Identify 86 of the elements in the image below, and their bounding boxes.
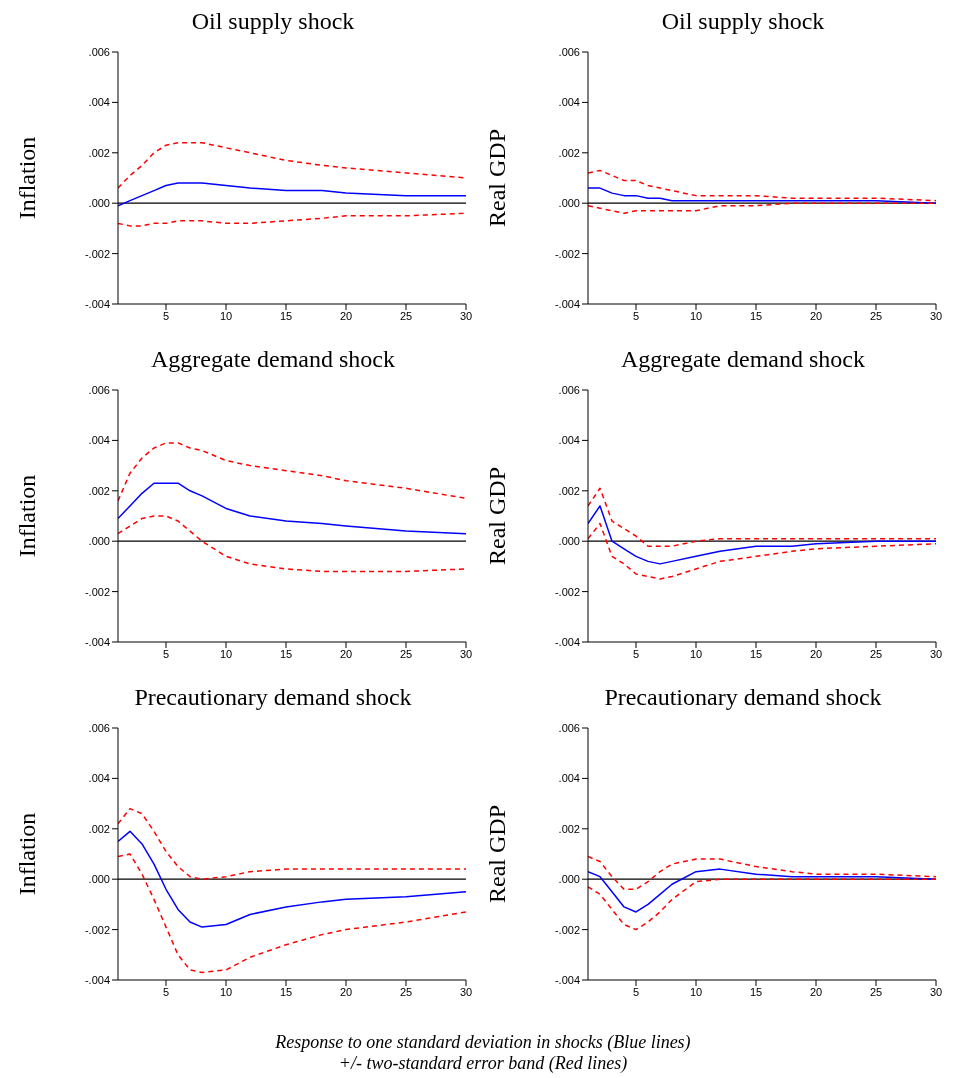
y-tick-label: -.004 [554,973,580,986]
x-tick-label: 15 [279,985,293,998]
y-tick-label: .004 [88,96,110,109]
x-tick-label: 15 [749,985,763,998]
x-tick-label: 5 [632,985,640,998]
y-tick-label: .006 [88,721,110,734]
x-tick-label: 25 [399,647,413,660]
x-tick-label: 15 [749,309,763,322]
y-tick-label: .002 [88,822,110,835]
x-tick-label: 30 [459,647,473,660]
text: +/- two-standard error band (Red lines) [337,1053,629,1074]
x-tick-label: 30 [929,647,943,660]
x-tick-label: 25 [869,309,883,322]
x-tick-label: 30 [929,309,943,322]
text: Response to one standard deviation in shocks (Blue lines) [274,1032,692,1053]
x-tick-label: 25 [399,309,413,322]
y-tick-label: -.004 [84,635,110,648]
y-tick-label: -.004 [554,297,580,310]
x-tick-label: 10 [689,985,703,998]
x-tick-label: 30 [459,985,473,998]
x-tick-label: 20 [809,985,823,998]
y-tick-label: .004 [558,96,580,109]
y-tick-label: .000 [88,197,110,210]
y-tick-label: -.002 [554,247,580,260]
y-tick-label: -.002 [554,585,580,598]
y-axis-title: Real GDP [483,805,510,903]
x-tick-label: 25 [399,985,413,998]
x-tick-label: 20 [809,647,823,660]
y-tick-label: .002 [88,484,110,497]
chart-title: Aggregate demand shock [150,346,396,374]
y-axis-title: Inflation [13,136,40,220]
y-tick-label: .002 [88,146,110,159]
y-tick-label: -.002 [554,923,580,936]
x-tick-label: 5 [162,985,170,998]
y-tick-label: .004 [88,434,110,447]
x-tick-label: 20 [809,309,823,322]
y-axis-title: Real GDP [483,129,510,227]
x-tick-label: 10 [219,309,233,322]
y-tick-label: .004 [558,772,580,785]
y-tick-label: .000 [558,535,580,548]
y-tick-label: -.004 [84,297,110,310]
x-tick-label: 10 [689,647,703,660]
x-tick-label: 5 [632,647,640,660]
y-tick-label: -.002 [84,585,110,598]
x-tick-label: 20 [339,309,353,322]
y-axis-title: Inflation [13,812,40,896]
y-tick-label: .002 [558,146,580,159]
x-tick-label: 10 [219,647,233,660]
x-tick-label: 5 [632,309,640,322]
x-tick-label: 30 [929,985,943,998]
y-tick-label: .004 [88,772,110,785]
y-tick-label: .000 [88,535,110,548]
x-tick-label: 15 [749,647,763,660]
y-tick-label: .006 [558,383,580,396]
y-tick-label: .000 [558,197,580,210]
x-tick-label: 25 [869,647,883,660]
y-tick-label: .000 [558,873,580,886]
x-tick-label: 25 [869,985,883,998]
x-tick-label: 5 [162,309,170,322]
x-tick-label: 15 [279,647,293,660]
x-tick-label: 15 [279,309,293,322]
y-tick-label: .006 [558,45,580,58]
y-tick-label: .006 [88,45,110,58]
x-tick-label: 20 [339,985,353,998]
y-tick-label: .004 [558,434,580,447]
y-tick-label: -.004 [84,973,110,986]
y-tick-label: .000 [88,873,110,886]
x-tick-label: 10 [219,985,233,998]
y-tick-label: .006 [558,721,580,734]
chart-title: Precautionary demand shock [133,684,413,712]
y-tick-label: -.002 [84,247,110,260]
x-tick-label: 30 [459,309,473,322]
y-axis-title: Inflation [13,474,40,558]
chart-title: Oil supply shock [190,8,356,36]
y-tick-label: .002 [558,484,580,497]
y-tick-label: .002 [558,822,580,835]
y-tick-label: -.004 [554,635,580,648]
x-tick-label: 20 [339,647,353,660]
x-tick-label: 5 [162,647,170,660]
chart-title: Precautionary demand shock [603,684,883,712]
y-tick-label: .006 [88,383,110,396]
y-axis-title: Real GDP [483,467,510,565]
chart-title: Oil supply shock [660,8,826,36]
x-tick-label: 10 [689,309,703,322]
y-tick-label: -.002 [84,923,110,936]
chart-title: Aggregate demand shock [620,346,866,374]
